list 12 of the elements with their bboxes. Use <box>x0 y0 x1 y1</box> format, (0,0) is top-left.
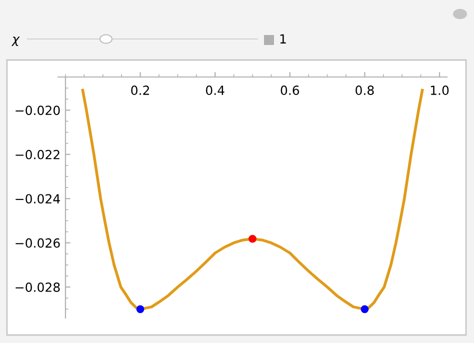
y-tick-label: −0.026 <box>16 238 60 248</box>
y-tick-label: −0.024 <box>16 194 60 204</box>
text: 1 <box>280 34 286 44</box>
x-tick-label: 1.0 <box>430 86 449 96</box>
y-tick-label: −0.020 <box>16 106 60 116</box>
text: χ <box>11 36 20 46</box>
y-tick-label: −0.022 <box>16 150 60 160</box>
x-tick-label: 0.8 <box>356 86 374 96</box>
y-tick-label: −0.028 <box>16 282 60 292</box>
x-tick-label: 0.4 <box>206 86 224 96</box>
x-tick-label: 0.6 <box>280 86 300 96</box>
x-tick-label: 0.2 <box>131 86 149 96</box>
